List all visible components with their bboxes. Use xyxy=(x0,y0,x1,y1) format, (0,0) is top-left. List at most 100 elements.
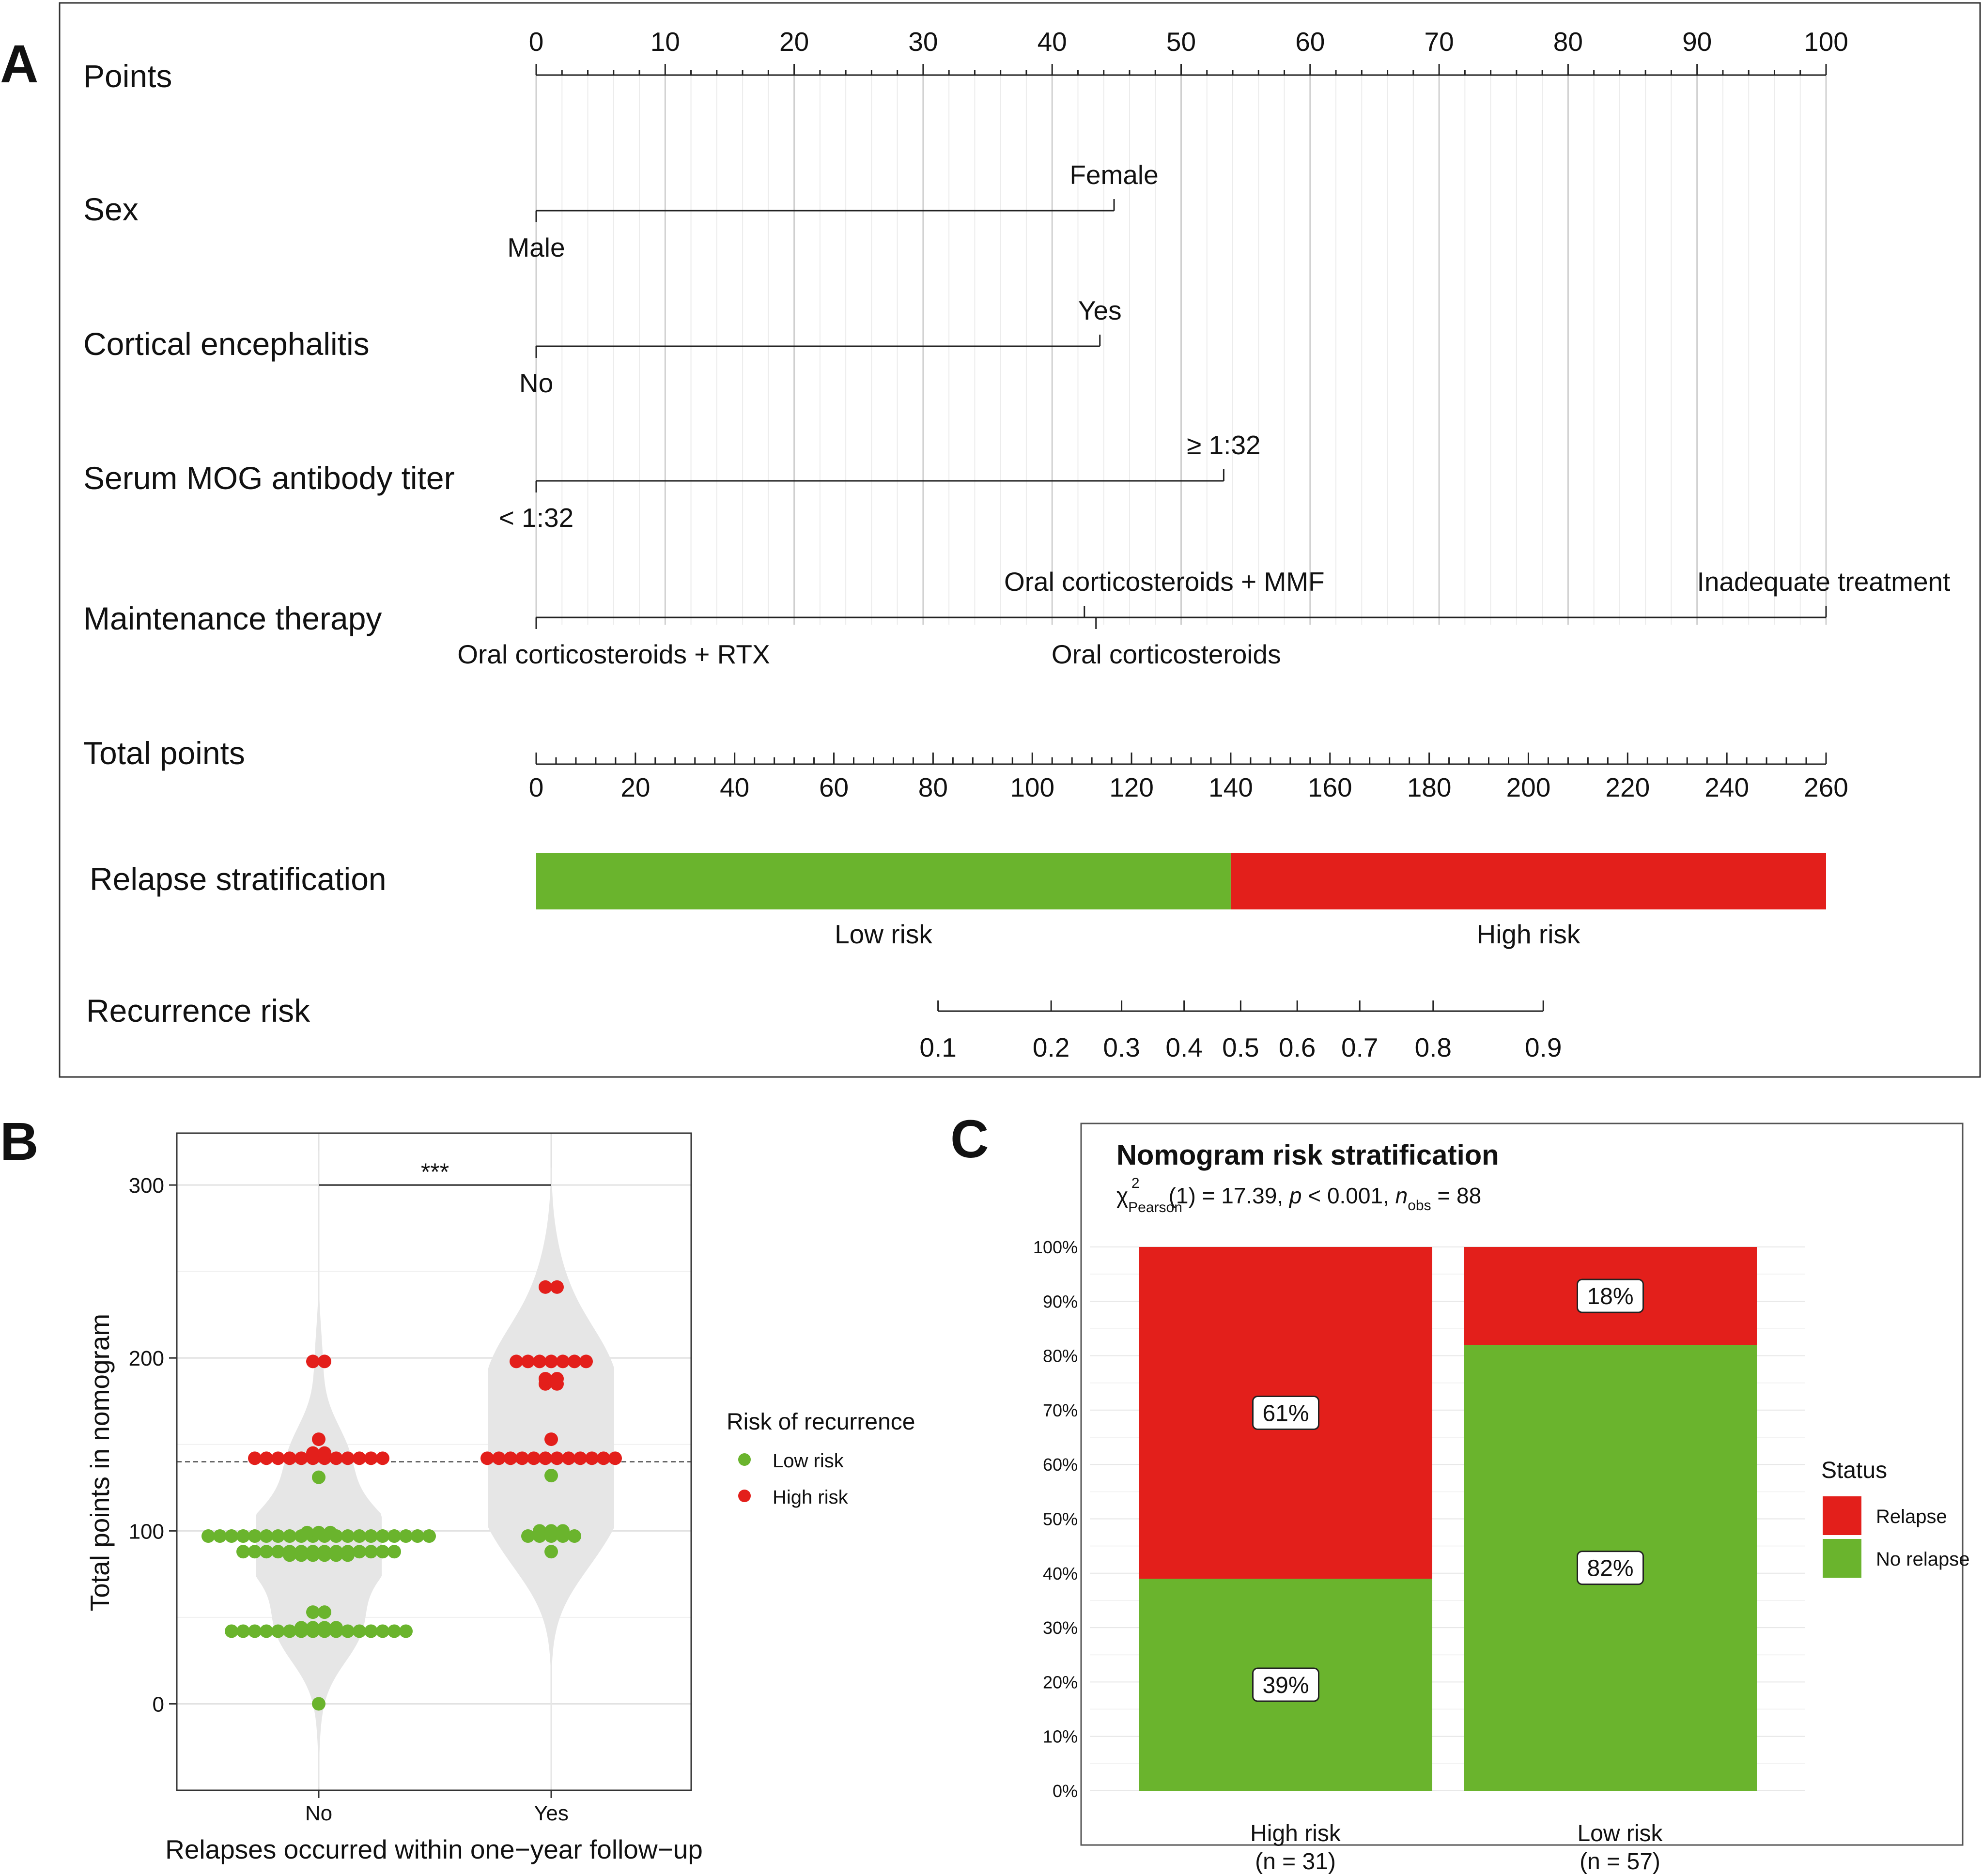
data-point xyxy=(364,1529,378,1543)
data-point xyxy=(480,1451,494,1465)
variable-level-label: Oral corticosteroids xyxy=(1052,639,1281,669)
data-point xyxy=(318,1354,331,1369)
panel-c-axes: 0% 10% 20% 30% 40% 50% 60% 70% 80% 90% 100% High ri… xyxy=(1033,1237,1663,1875)
risk-tick-label: 0.4 xyxy=(1165,1032,1202,1062)
points-tick-label: 100 xyxy=(1804,27,1848,57)
total-tick-label: 160 xyxy=(1308,772,1352,802)
panel-c-label: C xyxy=(950,1109,989,1169)
significance-label: *** xyxy=(421,1158,449,1185)
data-point xyxy=(260,1451,273,1465)
data-point xyxy=(318,1446,331,1460)
panel-c-stacked-bar: C Nomogram risk stratification χPearson2… xyxy=(950,1109,1969,1875)
legend-title: Status xyxy=(1821,1458,1887,1483)
variable-level-label: No xyxy=(519,368,553,398)
y-tick-label: 10% xyxy=(1043,1727,1078,1747)
y-tick-label: 20% xyxy=(1043,1672,1078,1692)
data-point xyxy=(318,1545,331,1559)
y-axis-title: Total points in nomogram xyxy=(85,1314,115,1611)
data-point xyxy=(579,1354,593,1369)
data-point xyxy=(225,1624,238,1638)
data-label: 18% xyxy=(1587,1284,1633,1309)
recurrence-risk-label: Recurrence risk xyxy=(86,993,310,1029)
y-tick-label: 50% xyxy=(1043,1509,1078,1529)
data-point xyxy=(300,1525,314,1539)
data-point xyxy=(387,1529,401,1543)
data-point xyxy=(353,1529,366,1543)
total-tick-label: 20 xyxy=(620,772,650,802)
data-point xyxy=(260,1624,273,1638)
panel-c-frame xyxy=(1080,1123,1964,1846)
data-point xyxy=(376,1545,389,1559)
data-point xyxy=(515,1451,529,1465)
variable-level-label: Female xyxy=(1069,160,1158,190)
data-point xyxy=(329,1451,343,1465)
data-point xyxy=(544,1432,558,1446)
data-point xyxy=(544,1524,558,1538)
data-point xyxy=(318,1621,331,1635)
variable-level-label: Yes xyxy=(1078,295,1122,325)
risk-tick-label: 0.1 xyxy=(919,1032,956,1062)
data-point xyxy=(533,1524,546,1538)
points-grid xyxy=(535,75,1827,625)
total-tick-label: 240 xyxy=(1704,772,1749,802)
legend-dot xyxy=(738,1490,751,1502)
variable-level-label: ≥ 1:32 xyxy=(1187,430,1261,460)
data-label: 39% xyxy=(1262,1673,1309,1698)
panel-b-label: B xyxy=(0,1112,38,1171)
points-tick-label: 20 xyxy=(779,27,809,57)
variable-label: Maintenance therapy xyxy=(83,600,382,636)
y-tick-label: 200 xyxy=(129,1347,164,1370)
panel-c-legend: Status Relapse No relapse xyxy=(1821,1458,1969,1578)
x-tick-label: Low risk xyxy=(1577,1821,1663,1846)
data-point xyxy=(324,1525,337,1539)
data-point xyxy=(329,1545,343,1559)
points-tick-label: 30 xyxy=(908,27,938,57)
panel-b-legend: Risk of recurrence Low risk High risk xyxy=(727,1409,915,1508)
data-label-box xyxy=(1577,1278,1644,1313)
x-axis-title: Relapses occurred within one−year follow… xyxy=(165,1834,703,1864)
data-point xyxy=(260,1545,273,1559)
panel-b-axes: 0 100 200 300 No Yes Relapses occurred within … xyxy=(85,1174,703,1864)
data-point xyxy=(306,1621,320,1635)
data-point xyxy=(550,1280,564,1294)
data-point xyxy=(353,1624,366,1638)
data-point xyxy=(271,1529,285,1543)
legend-item: Low risk xyxy=(773,1450,844,1472)
data-point xyxy=(248,1451,262,1465)
y-tick-label: 60% xyxy=(1043,1455,1078,1475)
data-point xyxy=(556,1524,570,1538)
data-point xyxy=(597,1451,610,1465)
data-point xyxy=(608,1451,622,1465)
risk-tick-label: 0.9 xyxy=(1525,1032,1562,1062)
y-tick-label: 40% xyxy=(1043,1564,1078,1584)
panel-b-frame xyxy=(176,1132,692,1791)
data-point xyxy=(504,1451,517,1465)
data-point xyxy=(213,1529,227,1543)
legend-item: High risk xyxy=(773,1487,849,1508)
data-point xyxy=(248,1529,262,1543)
significance-bracket: *** xyxy=(319,1158,551,1186)
variable-level-label: Inadequate treatment xyxy=(1697,567,1951,597)
variable-label: Serum MOG antibody titer xyxy=(83,460,455,496)
variable-level-label: Oral corticosteroids + MMF xyxy=(1004,567,1325,597)
data-point xyxy=(312,1697,325,1711)
y-tick-label: 80% xyxy=(1043,1346,1078,1366)
total-tick-label: 60 xyxy=(819,772,849,802)
data-point xyxy=(411,1529,424,1543)
data-point xyxy=(376,1624,389,1638)
data-point xyxy=(283,1545,296,1559)
data-point xyxy=(539,1372,552,1386)
data-label: 82% xyxy=(1587,1556,1633,1582)
legend-title: Risk of recurrence xyxy=(727,1409,915,1435)
data-point xyxy=(544,1354,558,1369)
data-point xyxy=(294,1621,308,1635)
data-point xyxy=(387,1624,401,1638)
total-tick-label: 180 xyxy=(1407,772,1452,802)
data-point xyxy=(550,1372,564,1386)
variable-level-label: Oral corticosteroids + RTX xyxy=(457,639,770,669)
data-point xyxy=(521,1354,535,1369)
data-point xyxy=(306,1605,320,1619)
dots xyxy=(201,1280,622,1711)
data-point xyxy=(306,1545,320,1559)
